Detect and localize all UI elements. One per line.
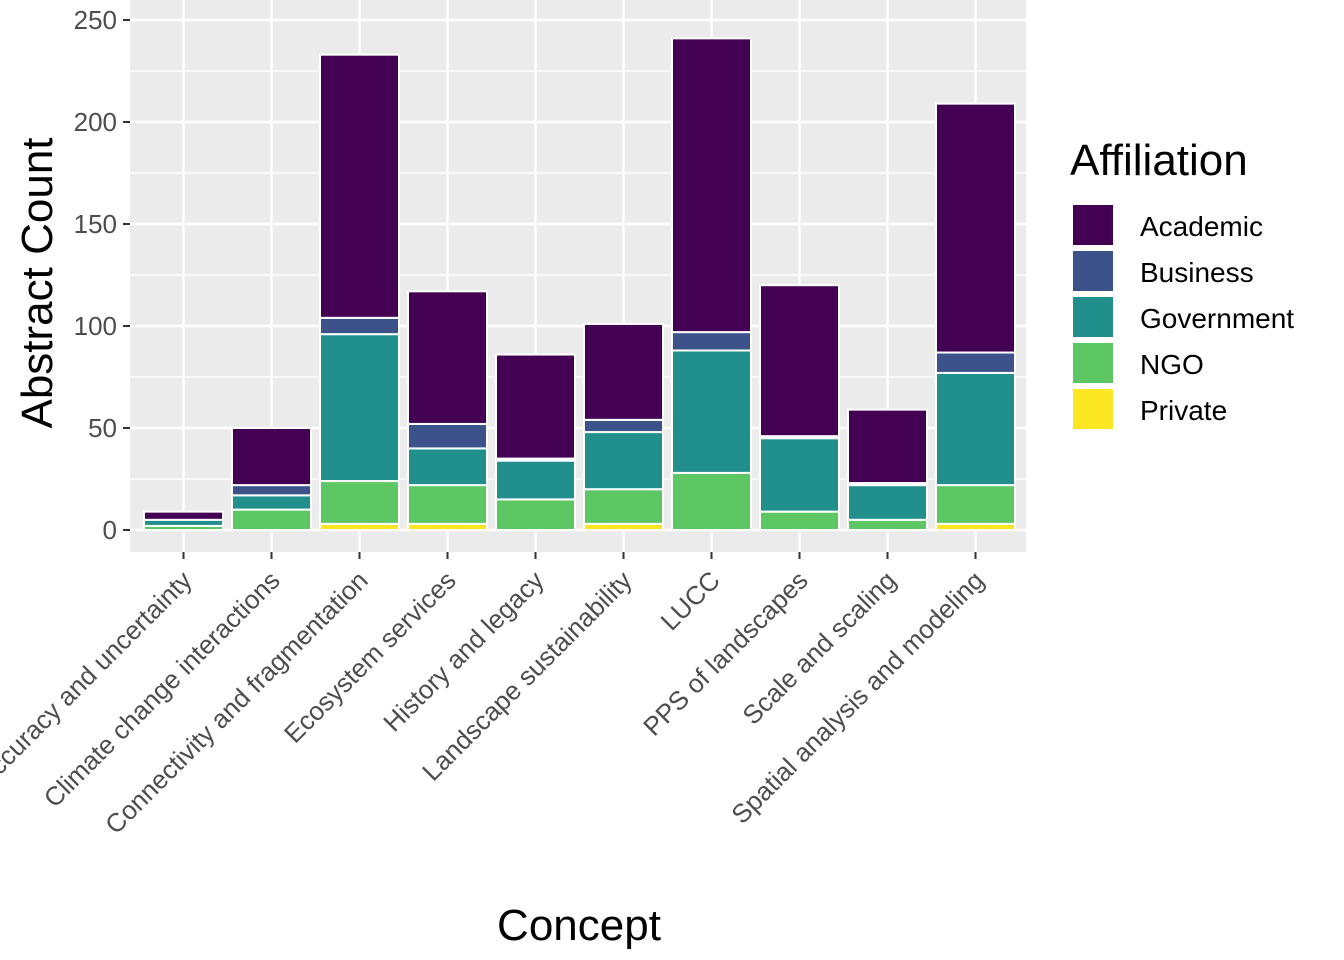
legend-label-ngo: NGO xyxy=(1140,349,1204,380)
x-axis-title: Concept xyxy=(497,901,661,950)
bar-segment-business xyxy=(671,331,752,352)
bar-segment-government xyxy=(407,447,488,487)
bar-segment-business xyxy=(583,418,664,434)
bar-segment-government xyxy=(847,484,928,521)
legend-label-academic: Academic xyxy=(1140,211,1263,242)
y-tick-label: 50 xyxy=(88,413,117,443)
bar-segment-academic xyxy=(231,427,312,487)
bar-segment-academic xyxy=(495,353,576,460)
y-axis: 0 50 100 150 200 250 xyxy=(74,5,130,545)
bar-segment-government xyxy=(759,437,840,513)
bar-segment-government xyxy=(583,431,664,491)
bar-segment-ngo xyxy=(495,498,576,531)
y-tick-label: 150 xyxy=(74,209,117,239)
x-tick-label: PPS of landscapes xyxy=(637,565,814,742)
y-tick-label: 100 xyxy=(74,311,117,341)
bar-segment-ngo xyxy=(935,484,1016,525)
y-tick-label: 250 xyxy=(74,5,117,35)
bar-segment-ngo xyxy=(759,510,840,532)
bar-segment-ngo xyxy=(231,508,312,532)
bar-segment-academic xyxy=(671,37,752,334)
x-tick-label: History and legacy xyxy=(377,565,549,737)
y-axis-title: Abstract Count xyxy=(13,137,62,428)
bar-segment-academic xyxy=(847,408,928,485)
bar-segment-academic xyxy=(759,284,840,438)
legend: Affiliation Academic Business Government NG… xyxy=(1070,136,1294,429)
legend-label-business: Business xyxy=(1140,257,1254,288)
bar-segment-academic xyxy=(319,53,400,319)
bar-segment-government xyxy=(231,494,312,511)
legend-key-business xyxy=(1073,251,1113,291)
y-tick-label: 200 xyxy=(74,107,117,137)
bar-segment-government xyxy=(319,333,400,483)
bar-segment-academic xyxy=(143,510,224,521)
bar-segment-government xyxy=(495,459,576,501)
bar-segment-business xyxy=(319,316,400,336)
legend-title: Affiliation xyxy=(1070,136,1248,185)
bar-segment-government xyxy=(935,371,1016,487)
legend-key-academic xyxy=(1073,205,1113,245)
bar-segment-academic xyxy=(407,290,488,425)
bar-segment-business xyxy=(407,422,488,450)
bar-segment-ngo xyxy=(583,488,664,525)
legend-key-government xyxy=(1073,297,1113,337)
bar-segment-ngo xyxy=(671,471,752,532)
bar-segment-academic xyxy=(583,322,664,421)
bar-segment-ngo xyxy=(319,480,400,525)
x-tick-label: Scale and scaling xyxy=(736,565,901,730)
legend-label-government: Government xyxy=(1140,303,1294,334)
y-tick-label: 0 xyxy=(103,515,117,545)
legend-key-ngo xyxy=(1073,343,1113,383)
bar-segment-ngo xyxy=(847,518,928,531)
bar-segment-ngo xyxy=(407,484,488,525)
bar-segment-business xyxy=(231,484,312,497)
x-tick-label: Ecosystem services xyxy=(278,565,462,749)
legend-label-private: Private xyxy=(1140,395,1227,426)
bars xyxy=(143,37,1016,532)
bar-segment-government xyxy=(671,349,752,474)
legend-key-private xyxy=(1073,389,1113,429)
x-tick-label: LUCC xyxy=(654,565,725,636)
bar-segment-academic xyxy=(935,102,1016,354)
bar-segment-business xyxy=(935,351,1016,374)
